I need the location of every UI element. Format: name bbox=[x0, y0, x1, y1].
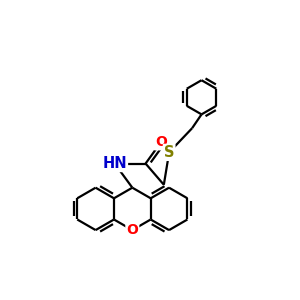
Text: O: O bbox=[126, 223, 138, 237]
Text: S: S bbox=[164, 145, 174, 160]
Text: O: O bbox=[155, 135, 167, 149]
Text: HN: HN bbox=[102, 156, 127, 171]
